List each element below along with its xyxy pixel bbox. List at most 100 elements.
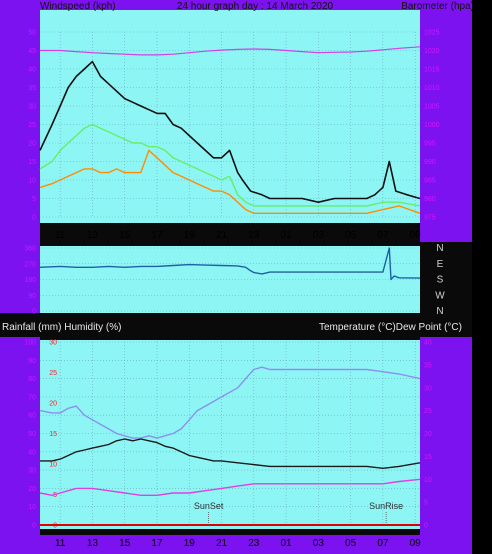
series-pressure bbox=[40, 46, 421, 56]
rain-tick-label: 25 bbox=[49, 370, 57, 377]
y-right-tick-label: 995 bbox=[424, 141, 436, 148]
y-tick-label: 30 bbox=[28, 104, 36, 111]
rain-tick-label: 10 bbox=[49, 462, 57, 469]
rain-tick-label: 20 bbox=[49, 401, 57, 408]
y-tick-label: 70 bbox=[28, 394, 36, 401]
temp-right-strip bbox=[420, 337, 472, 535]
y-tick-label: 10 bbox=[28, 504, 36, 511]
y-tick-label: 35 bbox=[28, 85, 36, 92]
y-right-tick-label: 10 bbox=[424, 477, 432, 484]
x-tick-label: 01 bbox=[281, 538, 293, 549]
x-tick-label: 15 bbox=[119, 230, 131, 241]
x-tick-label: 03 bbox=[313, 230, 325, 241]
y-tick-label: 0 bbox=[32, 215, 36, 222]
y-tick-label: 0 bbox=[32, 309, 36, 316]
x-tick-label: 17 bbox=[151, 538, 163, 549]
y-tick-label: 180 bbox=[24, 277, 36, 284]
x-tick-label: 21 bbox=[216, 230, 228, 241]
x-tick-label: 09 bbox=[410, 538, 422, 549]
y-tick-label: 80 bbox=[28, 376, 36, 383]
humidity-axis-title: Rainfall (mm) Humidity (%) bbox=[2, 322, 121, 333]
wind-panel: 0510152025303540455097598098599099510001… bbox=[28, 1, 474, 241]
y-tick-label: 20 bbox=[28, 141, 36, 148]
y-right-tick-label: 20 bbox=[424, 431, 432, 438]
temperature-panel: 0102030405060708090100051015202530051015… bbox=[2, 322, 462, 549]
x-tick-label: 19 bbox=[184, 538, 196, 549]
series-gust bbox=[39, 60, 421, 203]
y-tick-label: 15 bbox=[28, 159, 36, 166]
y-tick-label: 5 bbox=[32, 196, 36, 203]
x-tick-label: 19 bbox=[184, 230, 196, 241]
compass-label: N bbox=[436, 306, 443, 317]
x-tick-label: 23 bbox=[248, 538, 260, 549]
x-tick-label: 03 bbox=[313, 538, 325, 549]
y-right-tick-label: 1025 bbox=[424, 30, 440, 37]
x-tick-label: 11 bbox=[55, 538, 66, 549]
y-tick-label: 100 bbox=[24, 340, 36, 347]
y-right-tick-label: 1015 bbox=[424, 67, 440, 74]
y-tick-label: 90 bbox=[28, 358, 36, 365]
y-tick-label: 40 bbox=[28, 449, 36, 456]
compass-label: S bbox=[437, 275, 444, 286]
y-right-tick-label: 975 bbox=[424, 215, 436, 222]
x-tick-label: 23 bbox=[248, 230, 260, 241]
rain-tick-label: 5 bbox=[53, 492, 57, 499]
x-tick-label: 05 bbox=[345, 538, 357, 549]
wind-left-strip bbox=[0, 10, 40, 242]
y-right-tick-label: 1010 bbox=[424, 85, 440, 92]
compass-label: W bbox=[435, 290, 445, 301]
x-tick-label: 21 bbox=[216, 538, 228, 549]
annotation-label: SunRise bbox=[369, 501, 403, 511]
chart-title: 24 hour graph day : 14 March 2020 bbox=[177, 1, 334, 12]
y-tick-label: 60 bbox=[28, 413, 36, 420]
y-tick-label: 10 bbox=[28, 178, 36, 185]
y-right-tick-label: 1020 bbox=[424, 48, 440, 55]
series-direction bbox=[39, 247, 421, 281]
y-right-tick-label: 15 bbox=[424, 454, 432, 461]
y-right-tick-label: 980 bbox=[424, 196, 436, 203]
x-tick-label: 05 bbox=[345, 230, 357, 241]
y-right-tick-label: 5 bbox=[424, 500, 428, 507]
y-right-tick-label: 0 bbox=[424, 523, 428, 530]
series-avg bbox=[39, 149, 421, 214]
y-tick-label: 45 bbox=[28, 48, 36, 55]
dir-left-strip bbox=[0, 242, 40, 313]
y-right-tick-label: 985 bbox=[424, 178, 436, 185]
temperature-axis-title: Temperature (°C)Dew Point (°C) bbox=[319, 322, 462, 333]
temperature-plot-area bbox=[40, 340, 420, 529]
series-mid bbox=[39, 123, 421, 207]
y-tick-label: 90 bbox=[28, 293, 36, 300]
wind-plot-area bbox=[40, 10, 420, 223]
annotation-label: SunSet bbox=[194, 501, 224, 511]
series-dew_point bbox=[39, 478, 421, 496]
y-tick-label: 25 bbox=[28, 122, 36, 129]
y-tick-label: 40 bbox=[28, 67, 36, 74]
series-temperature bbox=[39, 366, 421, 439]
y-right-tick-label: 1005 bbox=[424, 104, 440, 111]
y-tick-label: 360 bbox=[24, 246, 36, 253]
y-tick-label: 30 bbox=[28, 468, 36, 475]
bottom-strip bbox=[0, 535, 492, 554]
x-tick-label: 09 bbox=[410, 230, 422, 241]
wind-right-strip bbox=[420, 10, 472, 242]
x-tick-label: 01 bbox=[281, 230, 293, 241]
x-tick-label: 15 bbox=[119, 538, 131, 549]
y-right-tick-label: 40 bbox=[424, 340, 432, 347]
y-tick-label: 20 bbox=[28, 486, 36, 493]
rain-tick-label: 15 bbox=[49, 431, 57, 438]
series-humidity bbox=[40, 438, 421, 469]
y-right-tick-label: 990 bbox=[424, 159, 436, 166]
y-tick-label: 50 bbox=[28, 431, 36, 438]
top-strip bbox=[0, 0, 492, 10]
x-tick-label: 13 bbox=[87, 538, 99, 549]
wind-axis-title: Windspeed (kph) bbox=[40, 1, 116, 12]
right-margin bbox=[472, 0, 492, 554]
x-tick-label: 07 bbox=[377, 538, 389, 549]
y-tick-label: 0 bbox=[32, 523, 36, 530]
compass-label: N bbox=[436, 243, 443, 254]
rain-tick-label: 30 bbox=[49, 340, 57, 347]
y-right-tick-label: 1000 bbox=[424, 122, 440, 129]
y-right-tick-label: 30 bbox=[424, 385, 432, 392]
